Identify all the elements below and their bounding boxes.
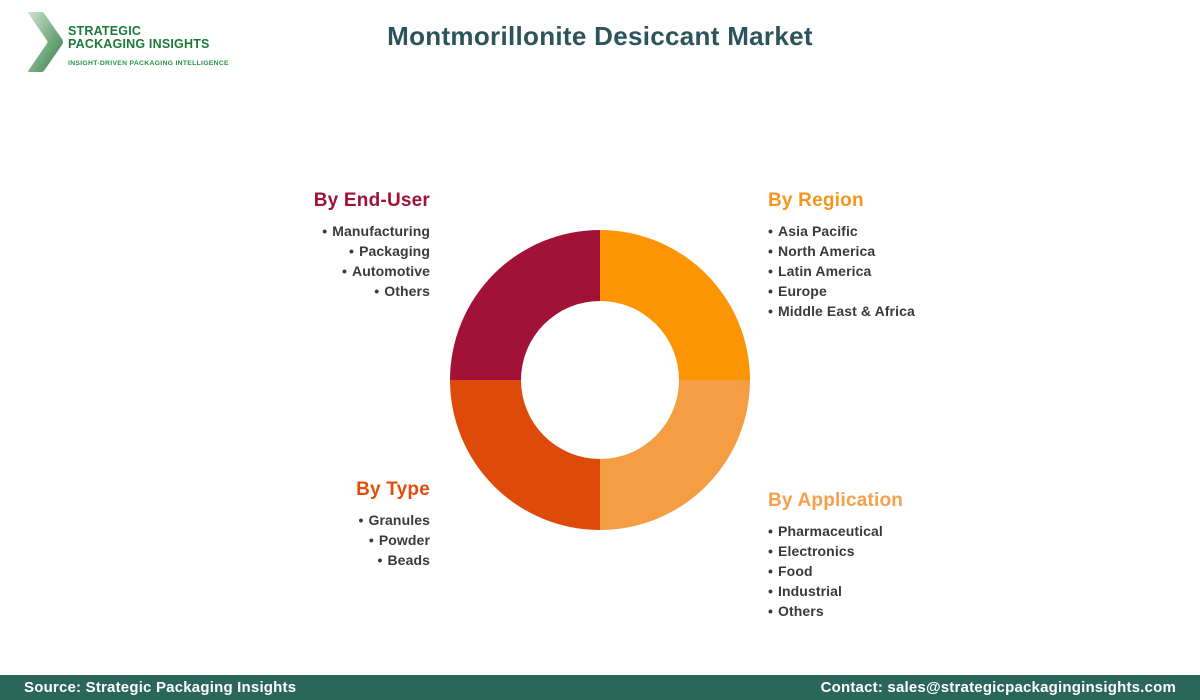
list-item-label: Electronics [778, 543, 855, 559]
category-block-region: By Region • Asia Pacific • North America • La… [768, 190, 1028, 321]
donut-segment-by-end-user [450, 230, 600, 380]
category-block-application: By Application • Pharmaceutical • Electroni… [768, 490, 1028, 621]
list-item-label: Powder [378, 532, 430, 548]
list-item-label: Beads [387, 552, 430, 568]
list-item-label: Industrial [778, 583, 843, 599]
list-item-label: Food [778, 563, 813, 579]
list-item: • Food [768, 561, 1028, 581]
bullet-icon: • [368, 532, 374, 548]
list-item-label: Middle East & Africa [778, 303, 915, 319]
logo-chevron-icon [28, 12, 64, 72]
list-item: • Middle East & Africa [768, 301, 1028, 321]
list-item: • Asia Pacific [768, 221, 1028, 241]
list-item: • Automotive [170, 261, 430, 281]
bullet-icon: • [768, 603, 774, 619]
donut-segment-by-type [450, 380, 600, 530]
category-list-region: • Asia Pacific • North America • Latin Americ… [768, 221, 1028, 321]
list-item: • Others [170, 281, 430, 301]
list-item: • Electronics [768, 541, 1028, 561]
logo: STRATEGIC PACKAGING INSIGHTS INSIGHT-DRI… [28, 12, 229, 72]
donut-segment-by-application [600, 380, 750, 530]
bullet-icon: • [768, 283, 774, 299]
bullet-icon: • [374, 283, 380, 299]
list-item-label: Granules [368, 512, 430, 528]
bullet-icon: • [349, 243, 355, 259]
list-item: • Latin America [768, 261, 1028, 281]
list-item-label: Europe [778, 283, 827, 299]
list-item: • Pharmaceutical [768, 521, 1028, 541]
bullet-icon: • [341, 263, 347, 279]
donut-chart-svg [450, 230, 750, 530]
list-item: • Manufacturing [170, 221, 430, 241]
list-item: • Beads [170, 550, 430, 570]
list-item: • North America [768, 241, 1028, 261]
footer-source: Source: Strategic Packaging Insights [24, 679, 297, 696]
list-item-label: Packaging [359, 243, 430, 259]
list-item-label: Pharmaceutical [778, 523, 883, 539]
footer-contact: Contact: sales@strategicpackaginginsight… [820, 679, 1176, 696]
category-title-region: By Region [768, 190, 864, 211]
bullet-icon: • [768, 243, 774, 259]
list-item: • Industrial [768, 581, 1028, 601]
list-item-label: Latin America [778, 263, 872, 279]
list-item: • Powder [170, 530, 430, 550]
bullet-icon: • [768, 303, 774, 319]
footer-bar: Source: Strategic Packaging Insights Con… [0, 675, 1200, 700]
logo-text: STRATEGIC PACKAGING INSIGHTS INSIGHT-DRI… [68, 12, 229, 72]
list-item-label: Manufacturing [332, 223, 430, 239]
donut-segment-by-region [600, 230, 750, 380]
list-item-label: North America [778, 243, 876, 259]
list-item: • Europe [768, 281, 1028, 301]
list-item: • Granules [170, 510, 430, 530]
logo-tagline: INSIGHT-DRIVEN PACKAGING INTELLIGENCE [68, 60, 229, 67]
bullet-icon: • [768, 583, 774, 599]
category-block-end-user: By End-User • Manufacturing • Packaging • Aut… [170, 190, 430, 301]
bullet-icon: • [322, 223, 328, 239]
category-title-application: By Application [768, 490, 904, 511]
bullet-icon: • [768, 223, 774, 239]
bullet-icon: • [768, 543, 774, 559]
bullet-icon: • [768, 263, 774, 279]
category-block-type: By Type • Granules • Powder • Beads [170, 479, 430, 570]
logo-title-line1: STRATEGIC [68, 24, 142, 38]
list-item-label: Others [778, 603, 824, 619]
bullet-icon: • [768, 523, 774, 539]
category-title-end-user: By End-User [313, 190, 430, 211]
category-title-type: By Type [356, 479, 430, 500]
list-item: • Packaging [170, 241, 430, 261]
page-title: Montmorillonite Desiccant Market [387, 21, 813, 51]
donut-chart [450, 230, 750, 530]
category-list-application: • Pharmaceutical • Electronics • Food • Industr… [768, 521, 1028, 621]
bullet-icon: • [377, 552, 383, 568]
list-item-label: Others [384, 283, 430, 299]
category-list-end-user: • Manufacturing • Packaging • Automotive • Othe… [170, 221, 430, 301]
list-item-label: Automotive [352, 263, 430, 279]
bullet-icon: • [768, 563, 774, 579]
logo-title-line2: PACKAGING INSIGHTS [68, 37, 210, 51]
list-item: • Others [768, 601, 1028, 621]
category-list-type: • Granules • Powder • Beads [170, 510, 430, 570]
list-item-label: Asia Pacific [778, 223, 858, 239]
bullet-icon: • [358, 512, 364, 528]
